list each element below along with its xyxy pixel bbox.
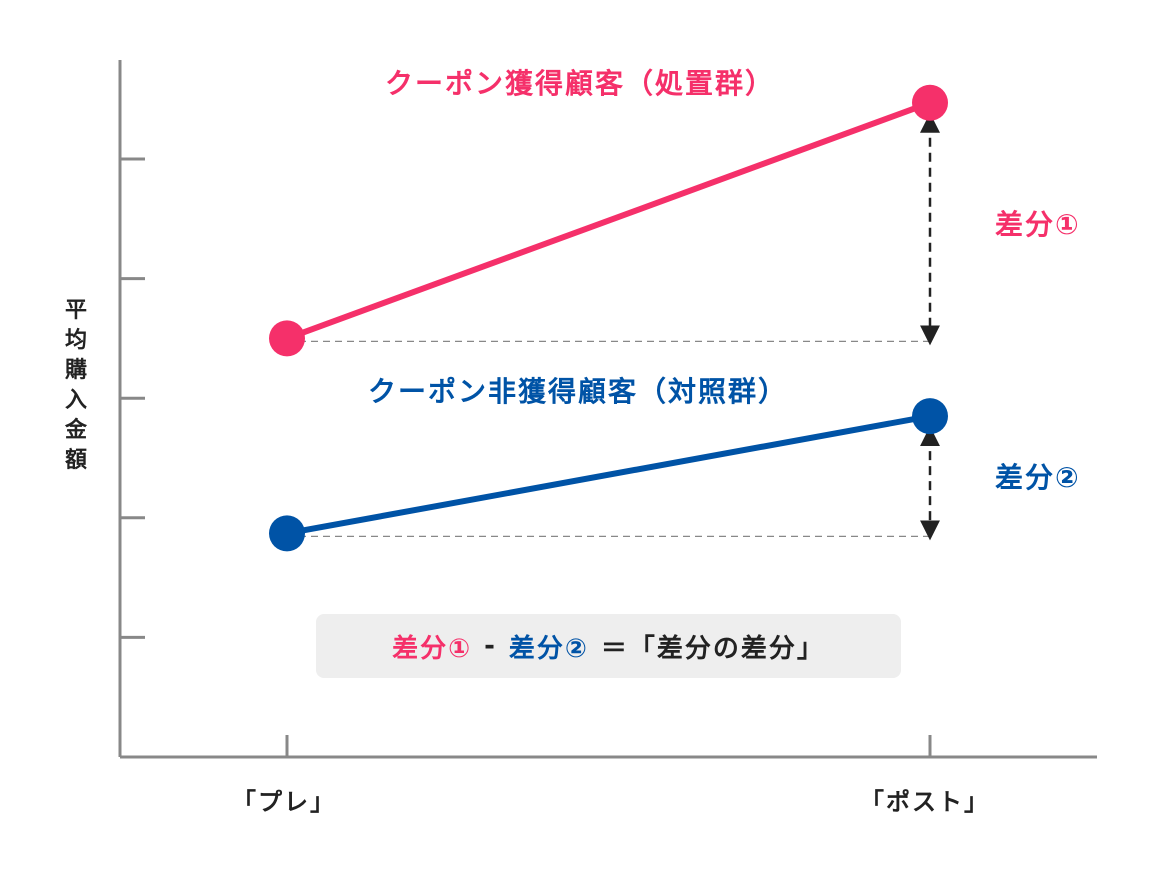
x-tick-label-pre: 「プレ」 [232,788,336,816]
series-label-treatment: クーポン獲得顧客（処置群） [385,67,776,100]
series-line [286,413,931,537]
data-point-post [912,84,948,121]
formula-result: ＝「差分の差分」 [600,633,825,664]
formula-diff2: 差分② [508,633,589,664]
diff2-label: 差分② [995,461,1081,494]
formula-diff1: 差分① [392,633,473,664]
formula-minus: - [484,631,497,661]
data-point-pre [269,515,305,552]
series-line [285,99,932,342]
data-point-post [912,398,948,435]
formula-box: 差分① - 差分② ＝「差分の差分」 [316,614,901,678]
series-label-control: クーポン非獲得顧客（対照群） [368,375,789,408]
diff1-label: 差分① [995,208,1081,241]
data-point-pre [269,320,305,357]
y-axis-label: 平均購入金額 [64,298,87,473]
x-tick-label-post: 「ポスト」 [860,788,990,816]
